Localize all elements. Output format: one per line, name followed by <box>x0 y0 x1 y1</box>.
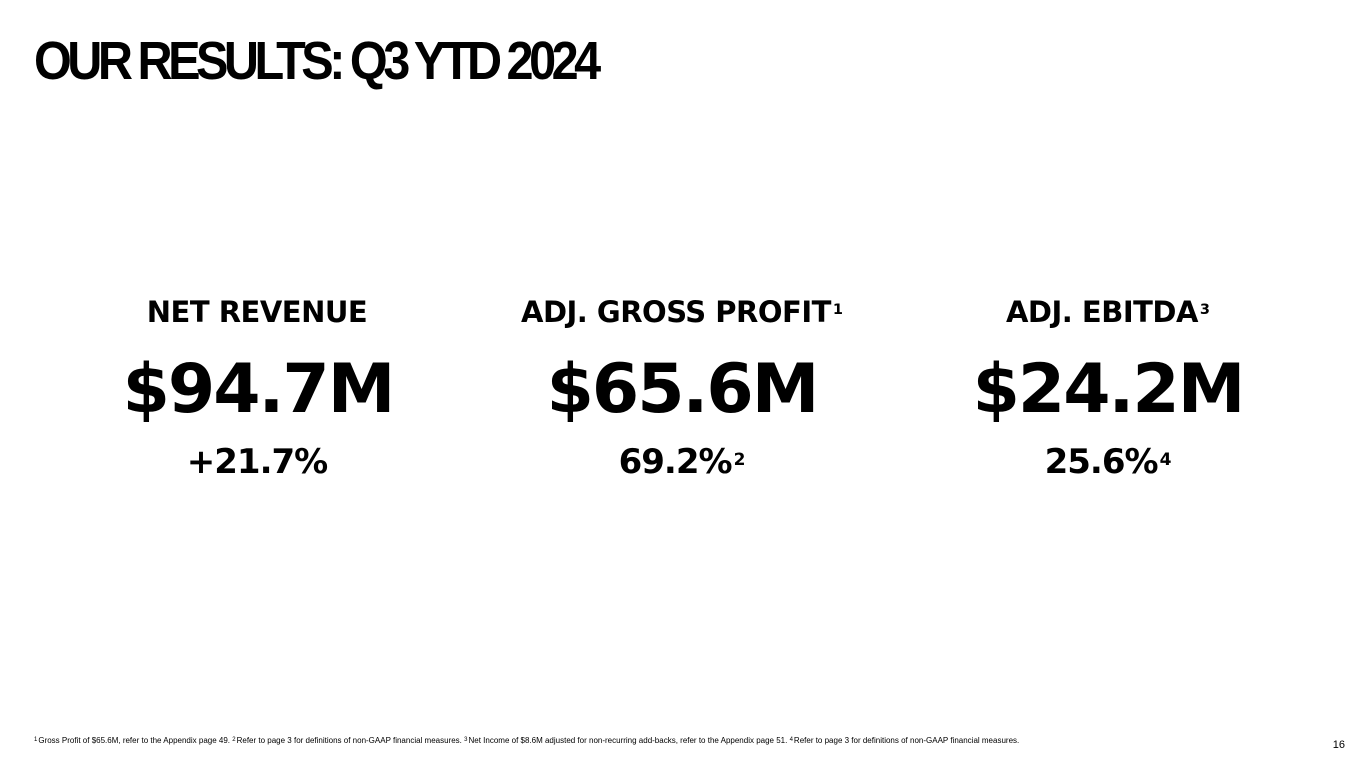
metric-margin: 69.2% 2 <box>472 440 892 484</box>
footnotes: 1Gross Profit of $65.6M, refer to the Ap… <box>34 735 1274 747</box>
metric-adj-ebitda: ADJ. EBITDA 3 $24.2M 25.6% 4 <box>898 290 1318 484</box>
metric-adj-gross-profit: ADJ. GROSS PROFIT 1 $65.6M 69.2% 2 <box>472 290 892 484</box>
metric-margin-text: 25.6% <box>1044 442 1159 482</box>
footnote-ref: 1 <box>832 301 843 318</box>
metric-label: NET REVENUE <box>48 290 468 334</box>
metric-label: ADJ. GROSS PROFIT 1 <box>472 290 892 334</box>
footnote-number: 1 <box>34 737 38 743</box>
metric-label-text: ADJ. GROSS PROFIT <box>521 295 831 329</box>
metric-margin: 25.6% 4 <box>898 440 1318 484</box>
footnote-number: 3 <box>464 737 468 743</box>
metric-change-text: +21.7% <box>186 442 328 482</box>
footnote-ref: 3 <box>1199 301 1210 318</box>
footnote-ref: 2 <box>733 450 746 471</box>
footnote-text: Gross Profit of $65.6M, refer to the App… <box>38 736 231 745</box>
slide-title: OUR RESULTS: Q3 YTD 2024 <box>34 31 601 91</box>
footnote-text: Net Income of $8.6M adjusted for non-rec… <box>468 736 788 745</box>
footnote-text: Refer to page 3 for definitions of non-G… <box>236 736 462 745</box>
footnote-ref: 4 <box>1159 450 1172 471</box>
metric-net-revenue: NET REVENUE $94.7M +21.7% <box>48 290 468 484</box>
footnote-text: Refer to page 3 for definitions of non-G… <box>793 736 1020 745</box>
metric-value: $65.6M <box>546 350 820 429</box>
page-number: 16 <box>1332 739 1345 751</box>
footnote-number: 2 <box>232 737 236 743</box>
metric-change: +21.7% <box>48 440 468 484</box>
metric-value: $94.7M <box>122 350 396 429</box>
metric-value: $24.2M <box>972 350 1246 429</box>
metric-label: ADJ. EBITDA 3 <box>898 290 1318 334</box>
metric-margin-text: 69.2% <box>618 442 733 482</box>
metric-label-text: ADJ. EBITDA <box>1005 295 1198 329</box>
footnote-number: 4 <box>789 737 793 743</box>
metric-label-text: NET REVENUE <box>146 295 368 329</box>
